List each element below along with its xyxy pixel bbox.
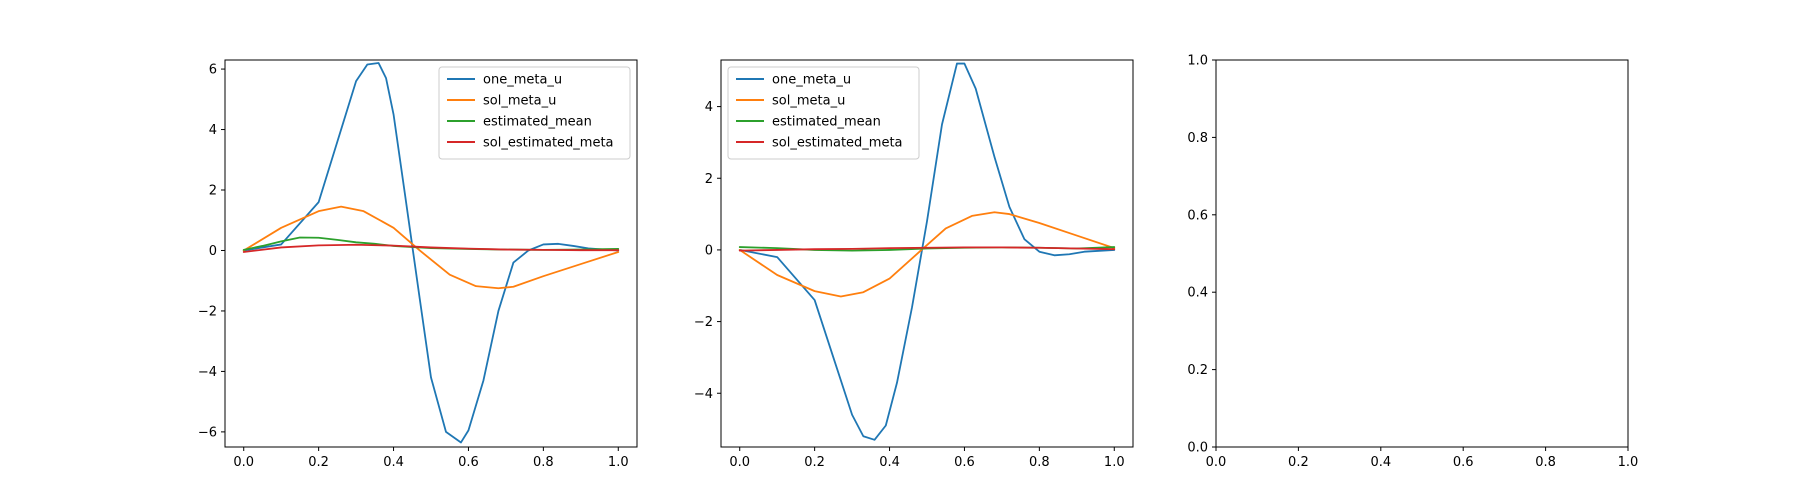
legend-label: sol_meta_u: [772, 94, 845, 109]
series-line-one_meta_u: [738, 62, 1116, 441]
y-tick-label: −2: [198, 304, 217, 319]
x-tick-label: 0.8: [1029, 455, 1050, 470]
y-tick-label: 6: [209, 63, 217, 78]
legend-box: [727, 66, 920, 160]
y-tick-label: 0.2: [1187, 363, 1208, 378]
subplot-1: 0.0 0.2 0.4 0.6 0.8 1.0 −6 −4 −2 0 2 4 6 one_meta_uso…: [198, 59, 638, 470]
y-tick-label: 2: [705, 172, 713, 187]
legend-label: one_meta_u: [483, 73, 562, 88]
y-tick-label: 0.0: [1187, 441, 1208, 456]
series-line-sol_estimated_meta: [738, 246, 1116, 252]
x-tick-label: 1.0: [608, 455, 629, 470]
legend-box: [438, 66, 631, 160]
axes-frame: [720, 59, 1134, 448]
x-tick-label: 1.0: [1618, 455, 1639, 470]
x-tick-label: 0.6: [954, 455, 975, 470]
legend-label: estimated_mean: [772, 115, 881, 130]
x-tick-label: 0.8: [533, 455, 554, 470]
series-line-sol_meta_u: [242, 205, 620, 290]
x-tick-label: 0.0: [1206, 455, 1227, 470]
axes-frame: [1215, 59, 1629, 448]
y-tick-label: −4: [198, 365, 217, 380]
legend-label: sol_estimated_meta: [483, 136, 614, 151]
y-tick-label: −4: [694, 387, 713, 402]
y-tick-label: 0: [209, 244, 217, 259]
y-tick-label: 0.6: [1187, 208, 1208, 223]
subplot-3: 0.0 0.2 0.4 0.6 0.8 1.0 0.0 0.2 0.4 0.6 0.8 1.0: [1187, 54, 1638, 471]
y-tick-label: 0: [705, 243, 713, 258]
series-line-one_meta_u: [242, 62, 620, 444]
y-tick-label: 4: [705, 100, 713, 115]
y-tick-label: −2: [694, 315, 713, 330]
x-tick-label: 0.4: [383, 455, 404, 470]
y-tick-label: 0.4: [1187, 286, 1208, 301]
x-tick-label: 1.0: [1104, 455, 1125, 470]
y-tick-label: 0.8: [1187, 131, 1208, 146]
legend-label: one_meta_u: [772, 73, 851, 88]
y-tick-label: 1.0: [1187, 54, 1208, 69]
y-tick-label: 4: [209, 123, 217, 138]
series-line-sol_estimated_meta: [242, 243, 620, 253]
y-tick-label: −6: [198, 425, 217, 440]
x-tick-label: 0.8: [1535, 455, 1556, 470]
x-tick-label: 0.6: [1453, 455, 1474, 470]
subplot-2: 0.0 0.2 0.4 0.6 0.8 1.0 −4 −2 0 2 4 one_meta_u sol_m…: [694, 59, 1134, 470]
x-tick-label: 0.6: [458, 455, 479, 470]
x-tick-label: 0.4: [1370, 455, 1391, 470]
legend-label: estimated_mean: [483, 115, 592, 130]
x-tick-label: 0.2: [804, 455, 825, 470]
x-tick-label: 0.0: [729, 455, 750, 470]
series-line-sol_meta_u: [738, 211, 1116, 298]
y-tick-label: 2: [209, 184, 217, 199]
legend-label: sol_meta_u: [483, 94, 556, 109]
x-tick-label: 0.0: [233, 455, 254, 470]
x-tick-label: 0.4: [879, 455, 900, 470]
legend: one_meta_u sol_meta_u estimated_mean sol_es…: [438, 66, 631, 160]
x-tick-label: 0.2: [1288, 455, 1309, 470]
axes-frame: [224, 59, 638, 448]
x-tick-label: 0.2: [308, 455, 329, 470]
legend-label: sol_estimated_meta: [772, 136, 903, 151]
legend: one_meta_u sol_meta_u estimated_mean sol_es…: [727, 66, 920, 160]
